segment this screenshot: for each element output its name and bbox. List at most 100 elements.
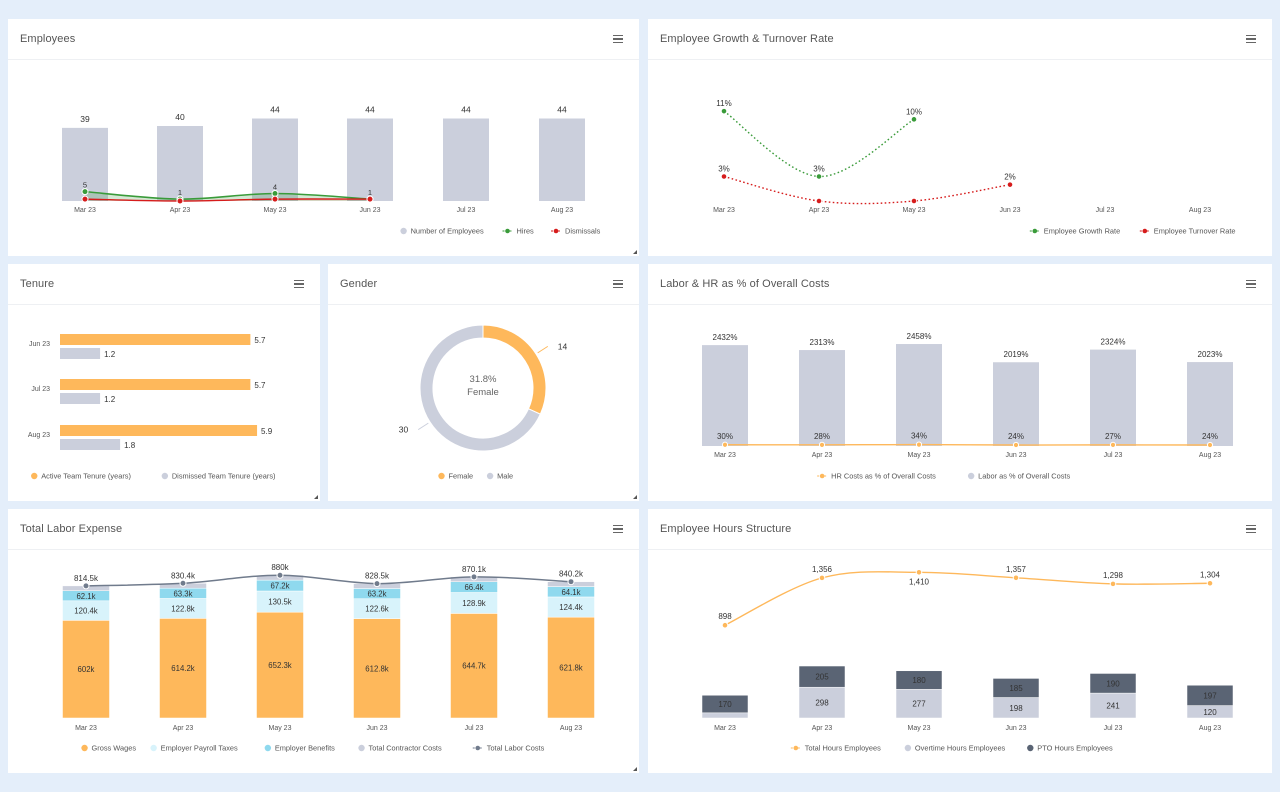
bar-data-label: 40 [175, 112, 185, 122]
dismissals-point [81, 195, 89, 203]
pto-segment [701, 695, 749, 714]
active-tenure-data-label: 5.9 [261, 427, 273, 436]
x-tick-label: Apr 23 [812, 452, 833, 459]
legend-marker-icon [475, 745, 481, 751]
labor-pct-data-label: 2458% [907, 332, 932, 341]
divider [8, 549, 639, 550]
active-tenure-bar [60, 379, 251, 390]
menu-icon[interactable] [1246, 280, 1256, 289]
active-tenure-bar [60, 334, 251, 345]
menu-icon[interactable] [613, 525, 623, 534]
total-hours-line [724, 571, 1211, 626]
x-tick-label: Jun 23 [1005, 725, 1026, 732]
growth-point [910, 116, 918, 123]
turnover-data-label: 2% [1004, 173, 1016, 182]
legend-label: Male [497, 472, 513, 481]
x-tick-label: Aug 23 [1199, 452, 1221, 459]
legend-marker-icon [400, 227, 407, 235]
hires-line [84, 190, 371, 200]
bar-data-label: 44 [270, 105, 280, 115]
total-labor-point [373, 580, 381, 588]
total-labor-point [276, 571, 284, 579]
legend-label: Overtime Hours Employees [915, 744, 1006, 753]
payroll-taxes-data-label: 122.8k [171, 604, 195, 613]
x-tick-label: Jun 23 [366, 725, 387, 732]
legend-marker-icon [486, 472, 494, 480]
x-tick-label: Mar 23 [714, 725, 736, 732]
legend-marker-icon [264, 744, 272, 752]
legend-label: Labor as % of Overall Costs [978, 472, 1070, 481]
x-tick-label: Mar 23 [713, 207, 735, 214]
female-slice [482, 324, 547, 415]
growth-data-label: 11% [716, 99, 731, 108]
hours-chart: 170 298 205 277 180 198 185 241 190 120 197 898 1,35… [701, 565, 1234, 753]
labor-pct-data-label: 2019% [1004, 350, 1029, 359]
legend-label: Active Team Tenure (years) [41, 472, 131, 481]
menu-icon[interactable] [1246, 525, 1256, 534]
employee-bar [252, 118, 298, 201]
pto-data-label: 170 [718, 700, 732, 709]
x-tick-label: Apr 23 [809, 207, 830, 214]
legend-marker-icon [161, 472, 169, 480]
legend-marker-icon [1032, 228, 1038, 234]
x-tick-label: Jul 23 [1096, 207, 1115, 214]
employees-panel: Employees 39 40 44 44 44 44 5 1 4 1 Mar 23 Apr 23 Ma… [8, 19, 639, 256]
pto-segment [798, 665, 846, 688]
total-labor-data-label: 880k [271, 563, 289, 572]
total-hours-data-label: 1,356 [812, 565, 833, 574]
pto-data-label: 190 [1106, 679, 1120, 688]
employee-bar [443, 118, 489, 201]
x-tick-label: Aug 23 [551, 207, 573, 214]
employee-bar [157, 126, 203, 201]
hr-pct-point [1012, 441, 1020, 449]
pto-data-label: 180 [912, 676, 926, 685]
total-hours-point [915, 569, 923, 576]
y-tick-label: Jun 23 [29, 341, 50, 348]
total-labor-point [470, 573, 478, 581]
x-tick-label: Jul 23 [465, 725, 484, 732]
legend-marker-icon [793, 745, 799, 751]
total-labor-data-label: 870.1k [462, 565, 487, 574]
hours-panel: Employee Hours Structure 170 298 205 277 180… [648, 509, 1272, 773]
legend-label: Dismissed Team Tenure (years) [172, 472, 276, 481]
legend-marker-icon [438, 472, 445, 480]
overtime-data-label: 120 [1203, 708, 1217, 717]
pto-segment [992, 678, 1040, 698]
divider [328, 304, 639, 305]
growth-point [815, 173, 823, 180]
hr-pct-point [818, 441, 826, 448]
gross-wages-data-label: 602k [78, 665, 95, 674]
menu-icon[interactable] [613, 35, 623, 44]
gross-wages-data-label: 644.7k [462, 662, 486, 671]
overtime-data-label: 198 [1009, 704, 1023, 713]
total-hours-data-label: 898 [718, 612, 732, 621]
male-slice [419, 324, 541, 452]
resize-handle-icon[interactable] [633, 767, 637, 771]
resize-handle-icon[interactable] [633, 495, 637, 499]
resize-handle-icon[interactable] [314, 495, 318, 499]
dismissed-tenure-bar [60, 348, 101, 359]
tenure-panel: Tenure Jun 23 5.7 1.2 Jul 23 5.7 1.2 Aug 23 5.9… [8, 264, 320, 501]
center-label: Female [467, 387, 499, 398]
divider [8, 59, 639, 60]
growth-panel: Employee Growth & Turnover Rate 11% 3% 10%… [648, 19, 1272, 256]
dismissed-tenure-bar [60, 393, 101, 404]
hires-point [81, 188, 89, 196]
overtime-segment [895, 689, 943, 719]
menu-icon[interactable] [294, 280, 304, 289]
menu-icon[interactable] [613, 280, 623, 289]
active-tenure-data-label: 5.7 [254, 381, 266, 390]
labor-pct-bar [1090, 349, 1136, 446]
center-percentage: 31.8% [470, 374, 497, 385]
gross-wages-data-label: 612.8k [365, 664, 389, 673]
resize-handle-icon[interactable] [633, 250, 637, 254]
x-tick-label: May 23 [264, 207, 287, 214]
growth-chart: 11% 3% 10% 3% 2% Mar 23 Apr 23 May 23 Jun 23 Jul … [713, 99, 1235, 236]
legend-label: HR Costs as % of Overall Costs [831, 472, 936, 481]
hr-pct-data-label: 24% [1008, 432, 1024, 441]
legend-marker-icon [904, 744, 912, 752]
menu-icon[interactable] [1246, 35, 1256, 44]
legend-label: Total Labor Costs [487, 744, 545, 753]
divider [648, 59, 1272, 60]
total-hours-point [1206, 579, 1214, 587]
